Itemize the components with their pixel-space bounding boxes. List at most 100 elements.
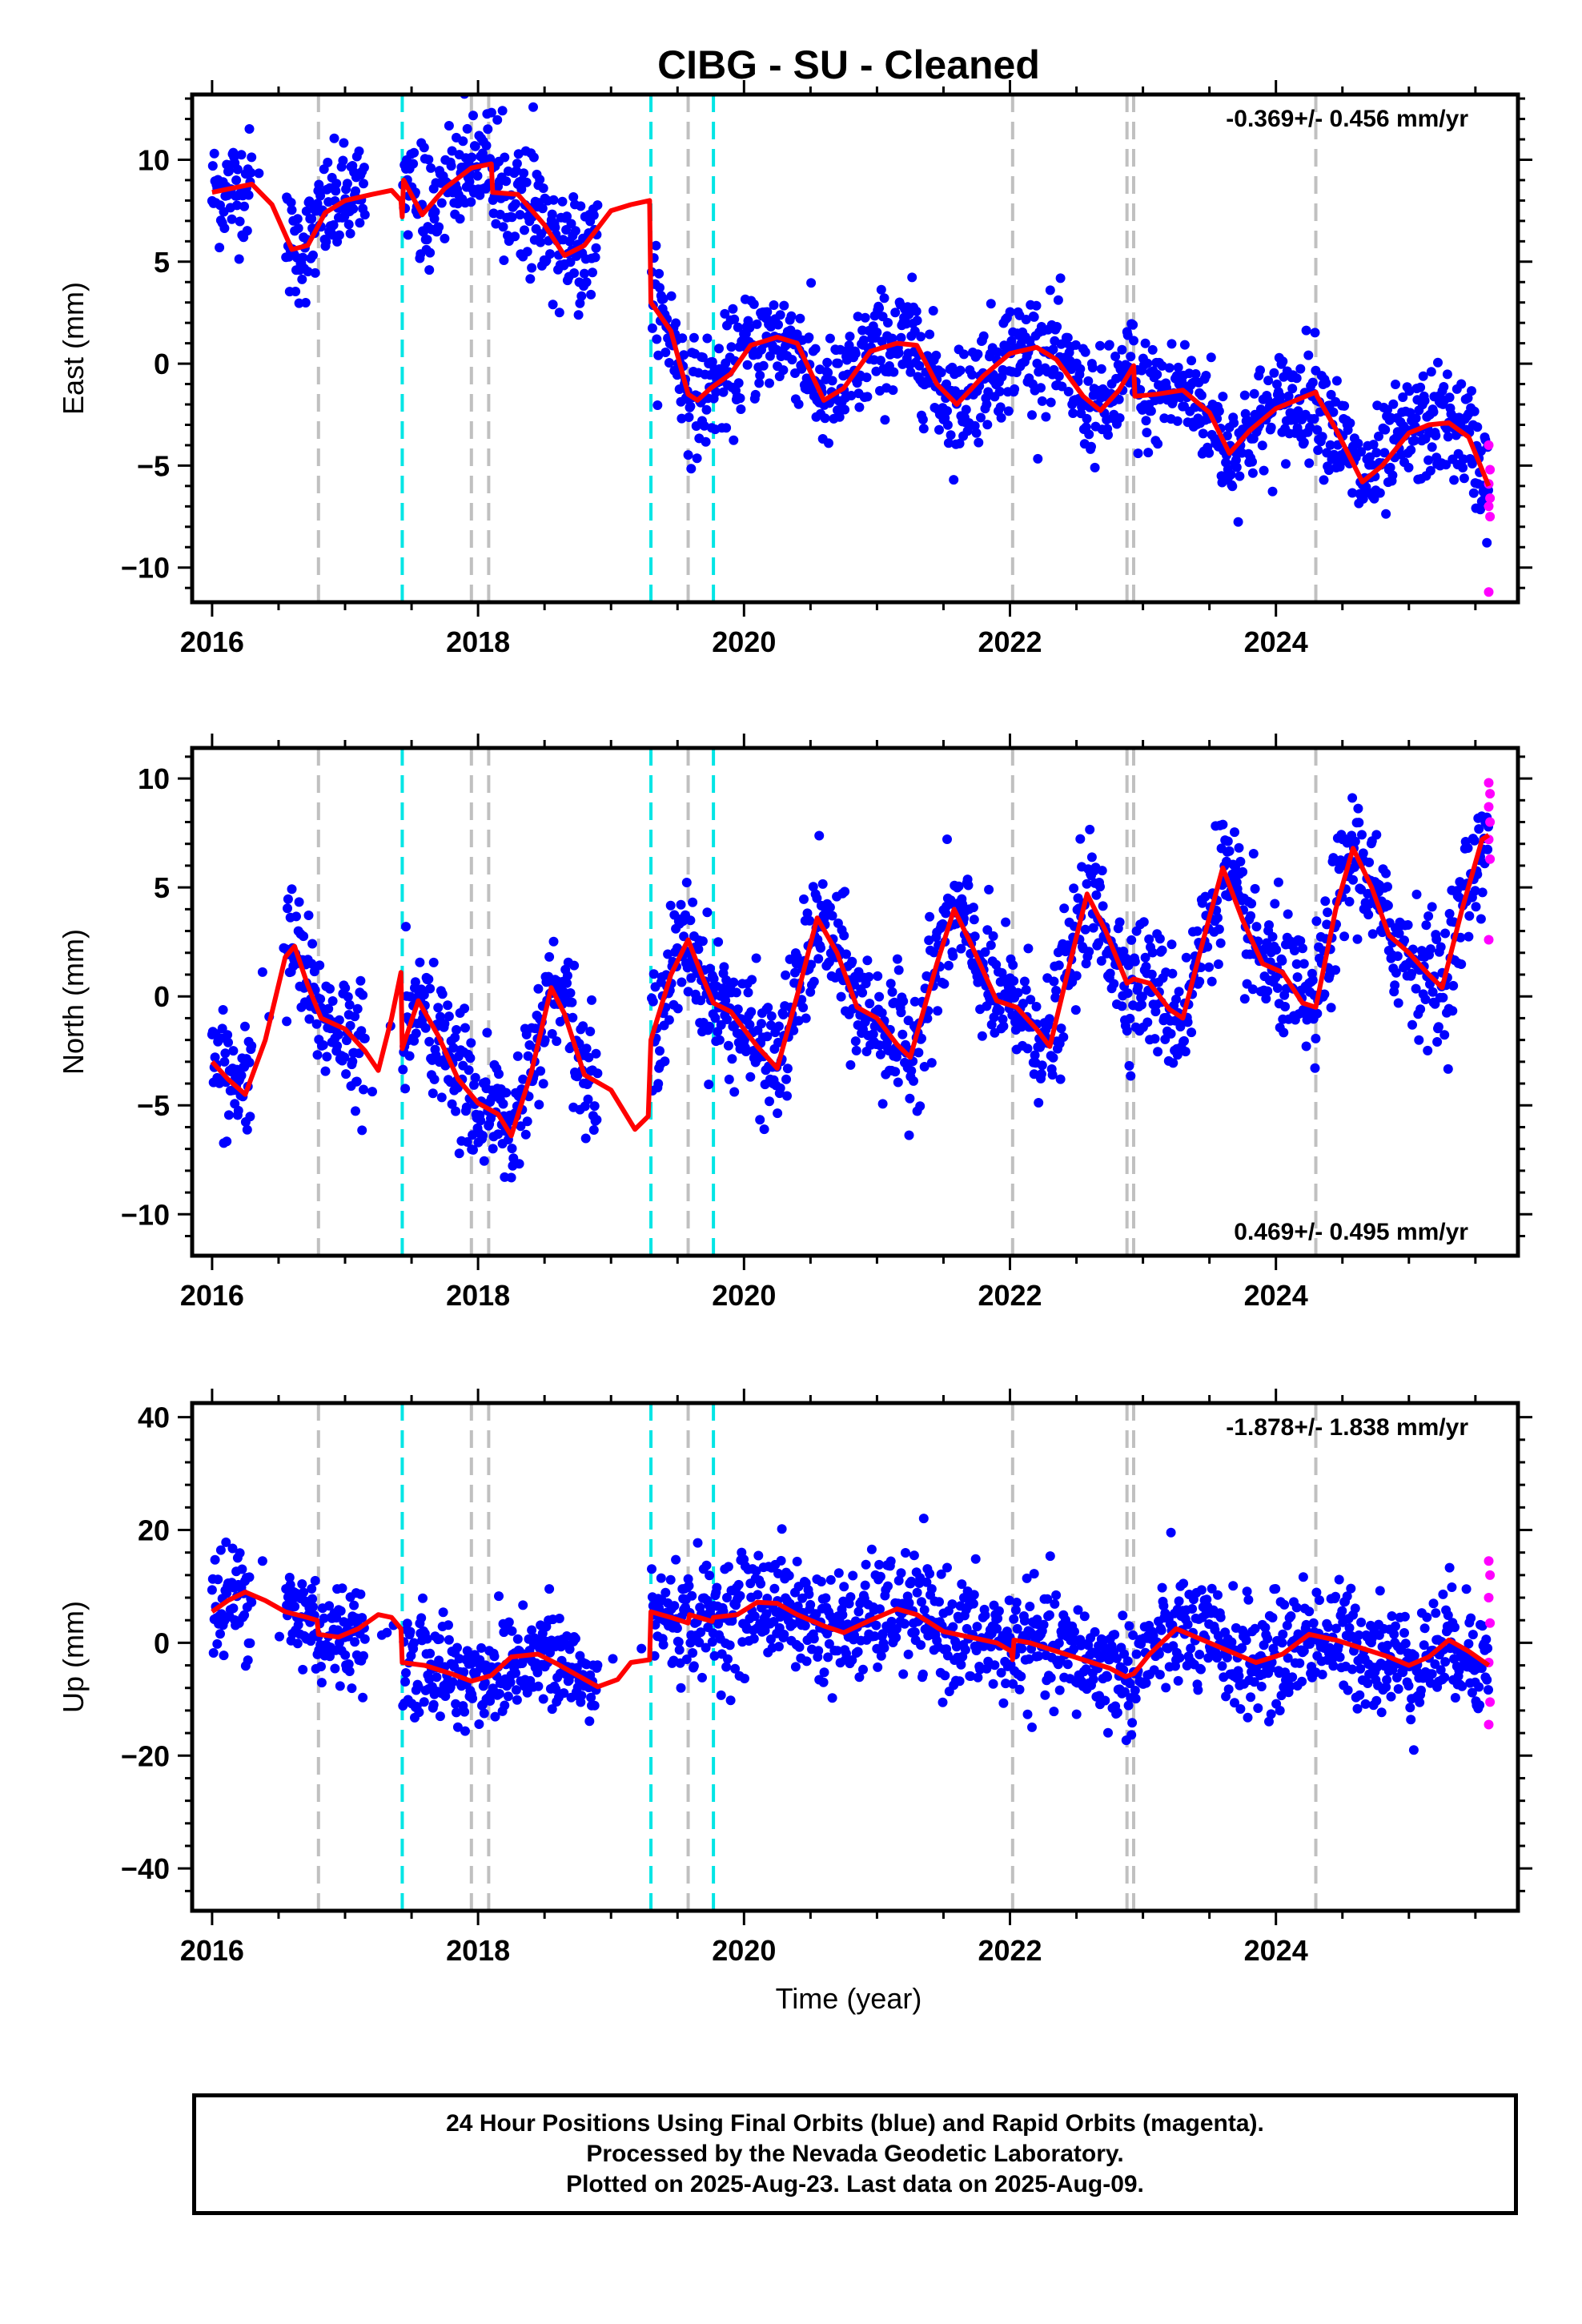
final-orbit-point [1387,1611,1397,1621]
final-orbit-point [1280,1002,1291,1011]
final-orbit-point [709,1651,720,1661]
final-orbit-point [1214,406,1224,416]
final-orbit-point [1466,1613,1476,1623]
final-orbit-point [1094,938,1104,948]
final-orbit-point [1142,358,1153,368]
final-orbit-point [817,879,828,889]
final-orbit-point [329,133,339,143]
final-orbit-point [845,1592,856,1602]
final-orbit-point [357,1125,367,1136]
final-orbit-point [298,252,308,263]
final-orbit-point [877,1629,888,1639]
final-orbit-point [963,880,974,891]
final-orbit-point [939,979,950,989]
final-orbit-point [512,1051,523,1061]
final-orbit-point [1304,458,1315,468]
final-orbit-point [837,1610,848,1620]
final-orbit-point [1426,367,1436,377]
final-orbit-point [460,1707,470,1717]
final-orbit-point [334,230,344,240]
final-orbit-point [903,1649,913,1659]
final-orbit-point [1100,1695,1110,1706]
final-orbit-point [320,1066,331,1076]
final-orbit-point [994,1606,1004,1616]
final-orbit-point [1125,1679,1135,1689]
east-plot-area [207,94,1496,602]
final-orbit-point [746,1007,757,1017]
final-orbit-point [213,1574,223,1585]
final-orbit-point [1215,938,1226,948]
final-orbit-point [1293,406,1303,416]
final-orbit-point [997,967,1007,978]
final-orbit-point [1398,1667,1408,1678]
final-orbit-point [1022,1573,1032,1583]
final-orbit-point [1128,320,1138,330]
final-orbit-point [833,1646,842,1656]
final-orbit-point [1075,364,1086,374]
final-orbit-point [973,1672,983,1683]
final-orbit-point [565,257,576,267]
final-orbit-point [736,404,746,414]
final-orbit-point [833,358,843,368]
final-orbit-point [562,211,572,222]
final-orbit-point [537,203,548,214]
final-orbit-point [550,223,560,232]
final-orbit-point [833,1568,844,1578]
final-orbit-point [673,1003,683,1014]
rapid-orbit-point [1485,464,1496,475]
final-orbit-point [511,1685,521,1695]
final-orbit-point [896,1007,906,1018]
final-orbit-point [223,1030,233,1040]
final-orbit-point [325,1651,335,1662]
y-tick-label: 5 [154,871,170,904]
final-orbit-point [720,308,730,319]
final-orbit-point [677,413,687,424]
final-orbit-point [318,1040,328,1050]
final-orbit-point [1010,1605,1021,1615]
final-orbit-point [648,996,658,1007]
final-orbit-point [841,1648,851,1659]
final-orbit-point [1161,1683,1171,1693]
final-orbit-point [983,387,994,397]
final-orbit-point [1266,422,1276,432]
final-orbit-point [1319,475,1329,485]
final-orbit-point [998,1021,1009,1031]
final-orbit-point [493,1129,504,1140]
final-orbit-point [1033,453,1043,464]
final-orbit-point [898,996,909,1007]
final-orbit-point [898,1669,909,1679]
final-orbit-point [718,387,729,397]
final-orbit-point [1353,803,1363,814]
final-orbit-point [297,1579,307,1589]
final-orbit-point [1141,416,1151,426]
final-orbit-point [924,935,934,946]
final-orbit-point [1037,1060,1047,1071]
final-orbit-point [1200,891,1211,902]
final-orbit-point [1251,922,1262,932]
final-orbit-point [1425,944,1435,955]
final-orbit-point [506,1172,516,1183]
final-orbit-point [426,163,436,173]
final-orbit-point [314,179,324,190]
final-orbit-point [1391,380,1400,389]
final-orbit-point [1096,364,1106,374]
final-orbit-point [1083,376,1094,386]
final-orbit-point [918,1514,929,1524]
final-orbit-point [909,1627,920,1638]
final-orbit-point [1114,413,1125,423]
final-orbit-point [1222,431,1232,441]
final-orbit-point [1070,1005,1081,1015]
final-orbit-point [307,939,318,949]
final-orbit-point [435,1634,444,1644]
final-orbit-point [1021,985,1031,995]
final-orbit-point [1059,903,1070,914]
final-orbit-point [1019,1615,1030,1626]
final-orbit-point [823,368,833,378]
final-orbit-point [905,367,916,377]
final-orbit-point [479,1156,489,1166]
final-orbit-point [1358,848,1368,858]
final-orbit-point [1303,350,1314,360]
final-orbit-point [324,1601,335,1611]
final-orbit-point [655,283,665,293]
final-orbit-point [1126,935,1137,945]
